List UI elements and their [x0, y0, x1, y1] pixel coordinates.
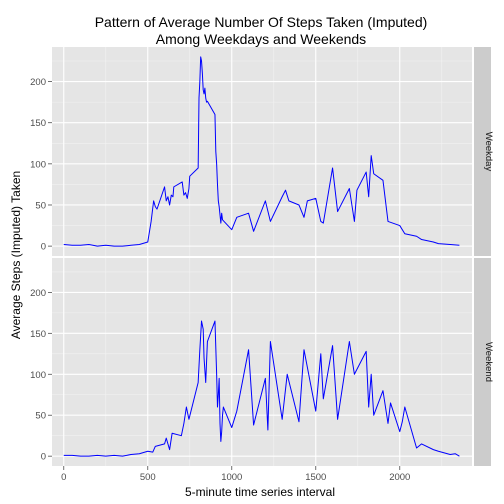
y-axis-title: Average Steps (Imputed) Taken [9, 171, 23, 339]
x-tick-label: 2000 [389, 472, 410, 483]
x-tick-label: 1000 [221, 472, 242, 483]
x-tick-label: 500 [140, 472, 156, 483]
facet-strip-label: Weekend [483, 342, 494, 382]
x-tick-label: 1500 [305, 472, 326, 483]
y-tick-label: 200 [30, 77, 46, 88]
y-tick-label: 150 [30, 329, 46, 340]
y-tick-label: 200 [30, 288, 46, 299]
x-tick-label: 0 [61, 472, 66, 483]
y-tick-label: 100 [30, 159, 46, 170]
series-line-weekend [63, 320, 460, 457]
chart-title: Pattern of Average Number Of Steps Taken… [95, 14, 428, 30]
y-tick-label: 0 [41, 452, 46, 463]
y-tick-label: 100 [30, 370, 46, 381]
chart-subtitle: Among Weekdays and Weekends [156, 31, 366, 47]
facet-panel-weekend: 0 50 100 150 200 Weekend [30, 258, 494, 466]
facet-panel-weekday: 0 50 100 150 200 Weekday [30, 47, 494, 256]
y-tick-label: 50 [35, 411, 46, 422]
facet-strip [474, 47, 491, 256]
facet-panels: 0 50 100 150 200 Weekday 0 50 100 150 200 Weekend 0 5… [30, 47, 494, 483]
series-line-weekday [63, 56, 460, 247]
panel-background [52, 47, 472, 256]
y-tick-label: 0 [41, 242, 46, 253]
panel-background [52, 258, 472, 466]
y-tick-label: 150 [30, 118, 46, 129]
y-tick-label: 50 [35, 200, 46, 211]
facet-strip-label: Weekday [483, 132, 494, 172]
facet-strip [474, 258, 491, 466]
x-axis-title: 5-minute time series interval [185, 485, 335, 499]
